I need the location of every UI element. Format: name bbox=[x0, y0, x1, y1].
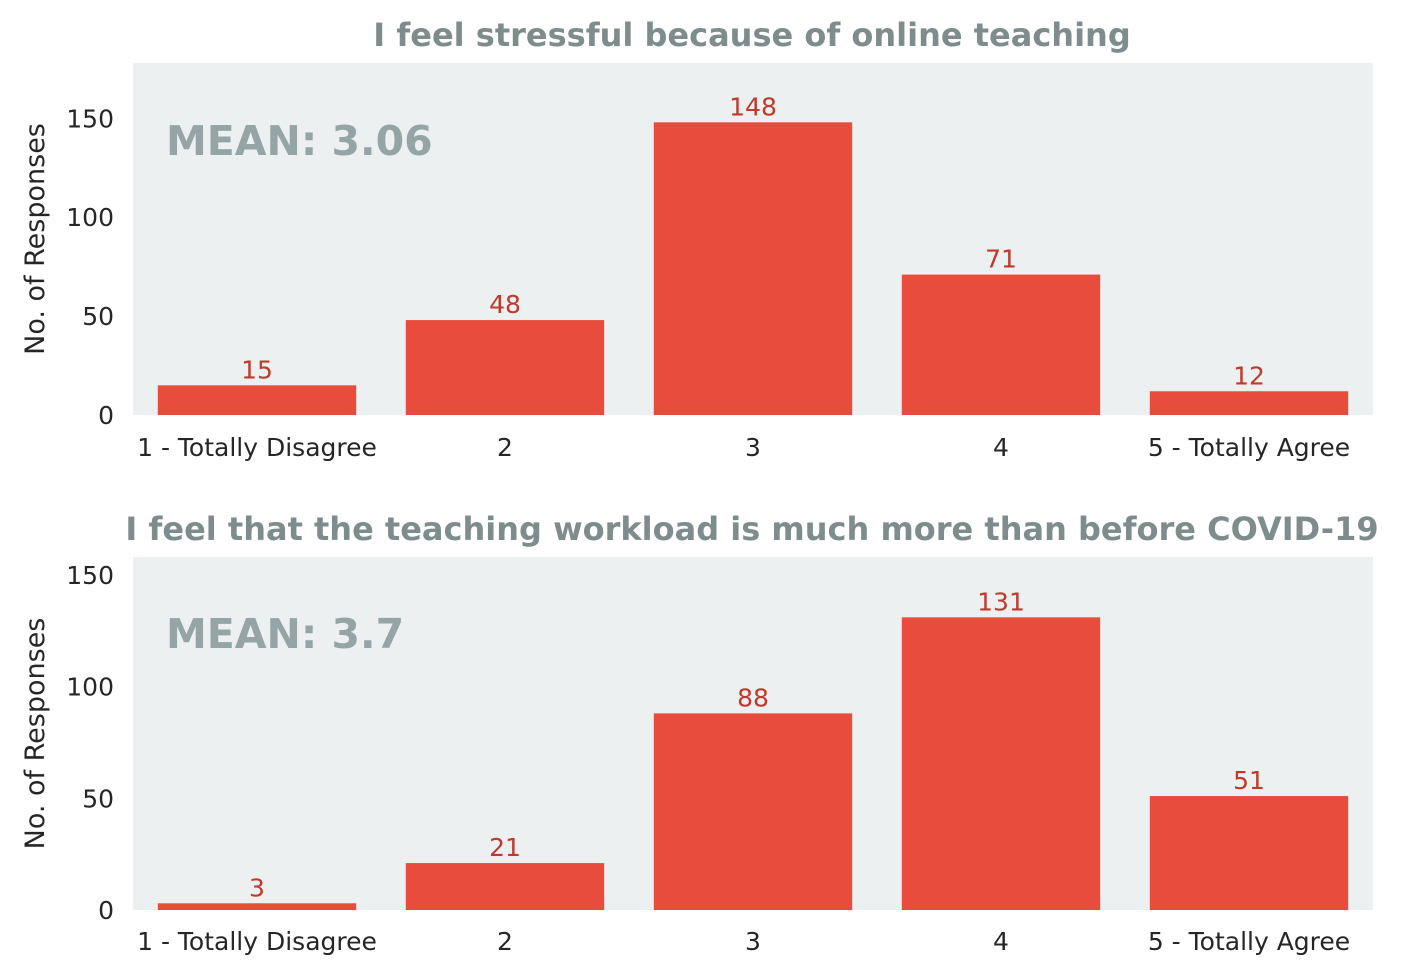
y-tick-label: 100 bbox=[66, 673, 114, 702]
y-tick-label: 150 bbox=[66, 561, 114, 590]
bar-value-label: 48 bbox=[489, 290, 521, 319]
y-tick-label: 50 bbox=[82, 302, 114, 331]
bar bbox=[653, 122, 853, 416]
bar bbox=[405, 863, 605, 910]
bar-value-label: 131 bbox=[977, 587, 1025, 616]
bar bbox=[1149, 796, 1349, 910]
x-tick-label: 4 bbox=[993, 433, 1009, 462]
x-tick-label: 2 bbox=[497, 433, 513, 462]
bar-value-label: 12 bbox=[1233, 361, 1265, 390]
x-tick-label: 2 bbox=[497, 927, 513, 956]
x-tick-label: 3 bbox=[745, 927, 761, 956]
x-tick-label: 3 bbox=[745, 433, 761, 462]
mean-annotation: MEAN: 3.7 bbox=[166, 610, 404, 658]
bar bbox=[157, 903, 357, 910]
bar bbox=[157, 385, 357, 415]
bar bbox=[901, 274, 1101, 415]
bar-value-label: 71 bbox=[985, 245, 1017, 274]
chart-title: I feel that the teaching workload is muc… bbox=[125, 510, 1378, 548]
y-tick-label: 100 bbox=[66, 203, 114, 232]
chart-workload: I feel that the teaching workload is muc… bbox=[20, 510, 1379, 956]
bar bbox=[1149, 391, 1349, 415]
y-tick-label: 0 bbox=[98, 401, 114, 430]
bar bbox=[653, 713, 853, 910]
x-tick-label: 1 - Totally Disagree bbox=[137, 927, 377, 956]
chart-stress: I feel stressful because of online teach… bbox=[20, 16, 1373, 462]
bar-value-label: 51 bbox=[1233, 766, 1265, 795]
y-tick-label: 150 bbox=[66, 104, 114, 133]
bar bbox=[405, 320, 605, 415]
y-axis-label: No. of Responses bbox=[20, 618, 51, 850]
bar bbox=[901, 617, 1101, 910]
x-tick-label: 5 - Totally Agree bbox=[1148, 433, 1350, 462]
bar-value-label: 21 bbox=[489, 833, 521, 862]
x-tick-label: 1 - Totally Disagree bbox=[137, 433, 377, 462]
chart-title: I feel stressful because of online teach… bbox=[373, 16, 1130, 54]
x-tick-label: 4 bbox=[993, 927, 1009, 956]
bar-value-label: 3 bbox=[249, 873, 265, 902]
bar-value-label: 148 bbox=[729, 92, 777, 121]
y-tick-label: 0 bbox=[98, 896, 114, 925]
bar-value-label: 15 bbox=[241, 355, 273, 384]
bar-value-label: 88 bbox=[737, 683, 769, 712]
y-tick-label: 50 bbox=[82, 784, 114, 813]
x-tick-label: 5 - Totally Agree bbox=[1148, 927, 1350, 956]
y-axis-label: No. of Responses bbox=[20, 123, 51, 355]
mean-annotation: MEAN: 3.06 bbox=[166, 117, 433, 165]
